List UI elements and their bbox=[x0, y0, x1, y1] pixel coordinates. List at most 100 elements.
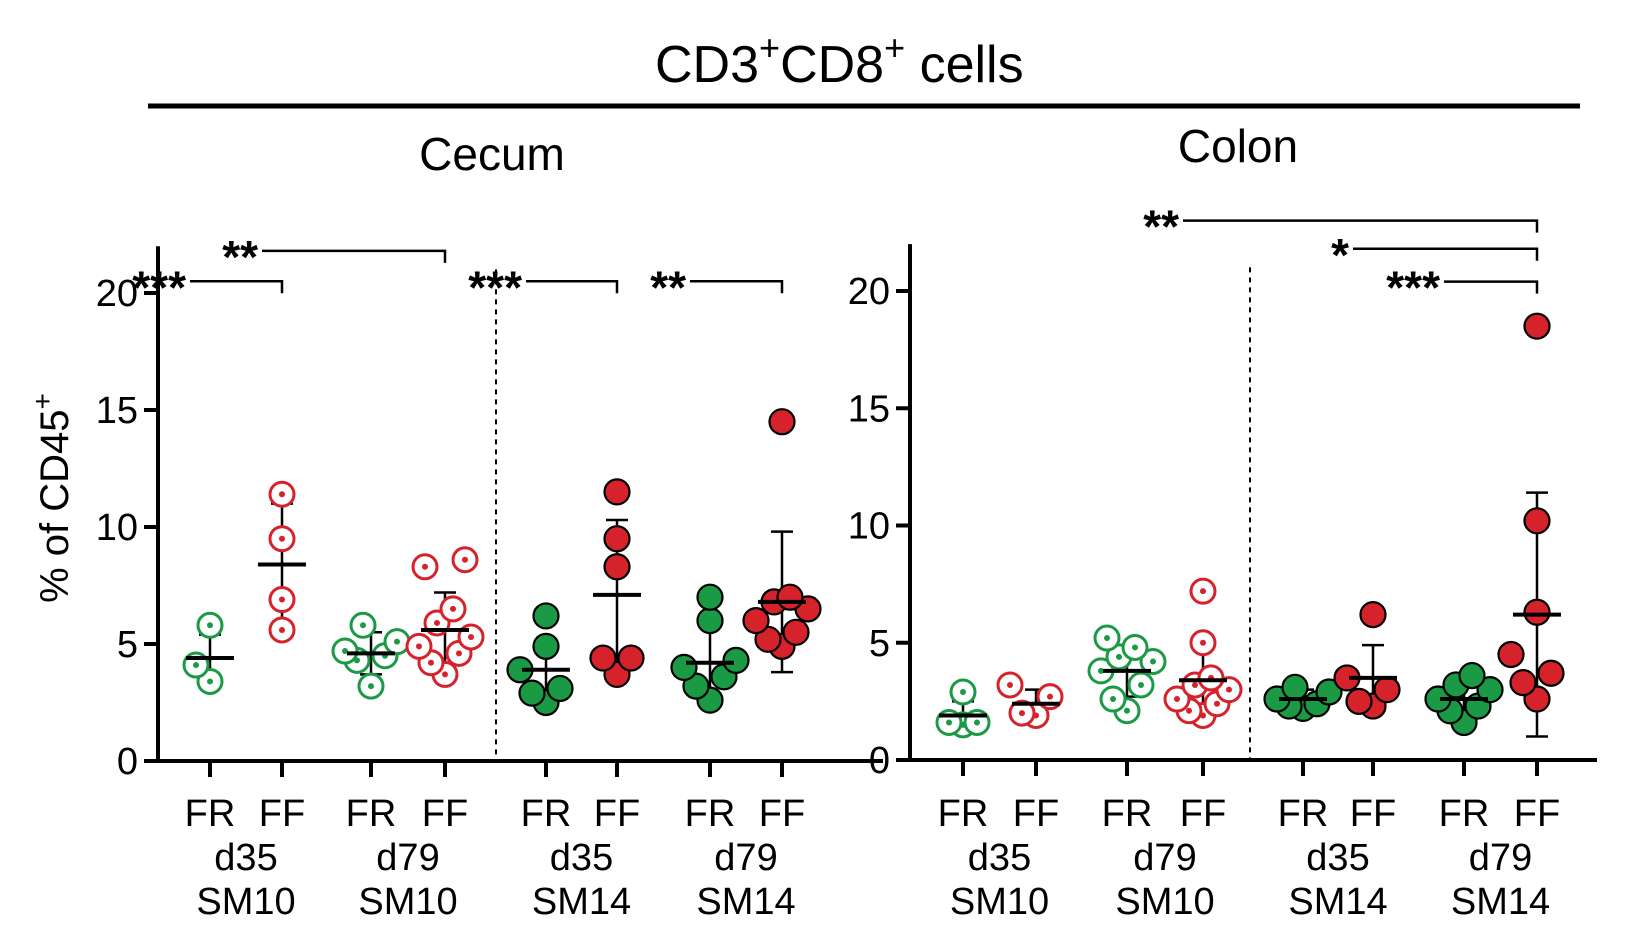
data-point bbox=[589, 644, 617, 672]
data-point-center bbox=[416, 643, 422, 650]
x-label-treatment: FR bbox=[346, 793, 397, 835]
data-point-center bbox=[1174, 696, 1180, 703]
data-point-center bbox=[1200, 588, 1206, 595]
data-point bbox=[776, 583, 804, 611]
x-label-timepoint: d35 bbox=[214, 837, 277, 879]
x-label-treatment: FF bbox=[1514, 793, 1560, 835]
significance-label: *** bbox=[132, 261, 186, 313]
data-point-center bbox=[462, 556, 468, 563]
x-label-treatment: FF bbox=[594, 793, 640, 835]
data-point-center bbox=[368, 683, 374, 690]
data-point bbox=[532, 602, 560, 630]
data-point-center bbox=[1116, 653, 1122, 660]
x-label-strain: SM10 bbox=[950, 881, 1049, 923]
data-point-center bbox=[1150, 658, 1156, 665]
series-3 bbox=[1163, 577, 1243, 729]
data-point-center bbox=[279, 596, 285, 603]
data-point bbox=[518, 679, 546, 707]
x-label-timepoint: d79 bbox=[714, 837, 777, 879]
x-label-treatment: FF bbox=[1350, 793, 1396, 835]
significance-bracket bbox=[1444, 280, 1539, 294]
data-point bbox=[1373, 676, 1401, 704]
x-label-treatment: FR bbox=[938, 793, 989, 835]
series-2 bbox=[1087, 624, 1167, 725]
x-label-treatment: FF bbox=[422, 793, 468, 835]
data-point-center bbox=[279, 491, 285, 498]
data-point bbox=[617, 644, 645, 672]
data-point bbox=[742, 606, 770, 635]
data-point bbox=[1476, 676, 1504, 704]
series-5 bbox=[589, 478, 645, 689]
significance-bracket bbox=[262, 249, 447, 263]
x-label-treatment: FR bbox=[1102, 793, 1153, 835]
x-label-treatment: FF bbox=[259, 793, 305, 835]
series-1 bbox=[258, 480, 306, 644]
y-tick-label: 0 bbox=[869, 740, 890, 782]
data-point-center bbox=[1019, 710, 1025, 717]
y-tick-label: 5 bbox=[117, 624, 138, 666]
data-point bbox=[768, 408, 796, 436]
series-2 bbox=[331, 611, 411, 700]
data-point-center bbox=[450, 605, 456, 612]
data-point-center bbox=[1200, 639, 1206, 646]
significance-bracket bbox=[190, 280, 284, 294]
data-point-center bbox=[960, 688, 966, 695]
significance-label: *** bbox=[468, 261, 522, 313]
series-0 bbox=[182, 611, 234, 695]
x-label-timepoint: d79 bbox=[1469, 837, 1532, 879]
data-point bbox=[1497, 640, 1525, 669]
significance-label: ** bbox=[1143, 201, 1179, 253]
data-point bbox=[603, 553, 631, 581]
significance-label: ** bbox=[650, 261, 686, 313]
data-point bbox=[603, 525, 631, 553]
x-label-strain: SM10 bbox=[196, 881, 295, 923]
significance-bracket bbox=[1353, 247, 1539, 261]
series-6 bbox=[1424, 661, 1504, 737]
data-point-center bbox=[279, 535, 285, 542]
series-6 bbox=[670, 583, 750, 714]
data-point-center bbox=[1007, 681, 1013, 688]
x-label-treatment: FR bbox=[1278, 793, 1329, 835]
data-point-center bbox=[974, 719, 980, 726]
data-point-center bbox=[1214, 700, 1220, 707]
data-point bbox=[1523, 507, 1551, 535]
x-label-timepoint: d79 bbox=[376, 837, 439, 879]
data-point bbox=[603, 478, 631, 506]
x-label-treatment: FR bbox=[685, 793, 736, 835]
x-label-strain: SM14 bbox=[696, 881, 795, 923]
x-label-strain: SM10 bbox=[1115, 881, 1214, 923]
x-label-timepoint: d35 bbox=[550, 837, 613, 879]
data-point-center bbox=[1124, 707, 1130, 714]
data-point-center bbox=[1047, 693, 1053, 700]
figure-title: CD3+CD8+ cells bbox=[655, 27, 1024, 94]
x-label-treatment: FR bbox=[521, 793, 572, 835]
significance-bracket bbox=[690, 280, 784, 294]
data-point-center bbox=[1104, 635, 1110, 642]
data-point bbox=[1523, 312, 1551, 340]
x-label-treatment: FR bbox=[1439, 793, 1490, 835]
y-tick-label: 20 bbox=[848, 271, 890, 313]
data-point-center bbox=[1110, 696, 1116, 703]
data-point-center bbox=[1138, 681, 1144, 688]
data-point-center bbox=[1098, 667, 1104, 674]
data-point-center bbox=[468, 633, 474, 640]
series-4 bbox=[506, 602, 574, 717]
y-tick-label: 0 bbox=[117, 741, 138, 783]
significance-label: * bbox=[1331, 229, 1349, 281]
y-tick-label: 15 bbox=[848, 388, 890, 430]
data-point bbox=[1458, 661, 1486, 690]
data-point-center bbox=[207, 622, 213, 629]
data-point bbox=[722, 646, 750, 674]
data-point bbox=[696, 606, 724, 635]
data-point bbox=[532, 632, 560, 660]
data-point bbox=[1509, 669, 1537, 697]
significance-label: *** bbox=[1386, 262, 1440, 314]
y-axis-label: % of CD45+ bbox=[27, 393, 77, 603]
significance-bracket bbox=[526, 280, 619, 294]
data-point bbox=[1345, 687, 1373, 715]
data-point-center bbox=[360, 622, 366, 629]
